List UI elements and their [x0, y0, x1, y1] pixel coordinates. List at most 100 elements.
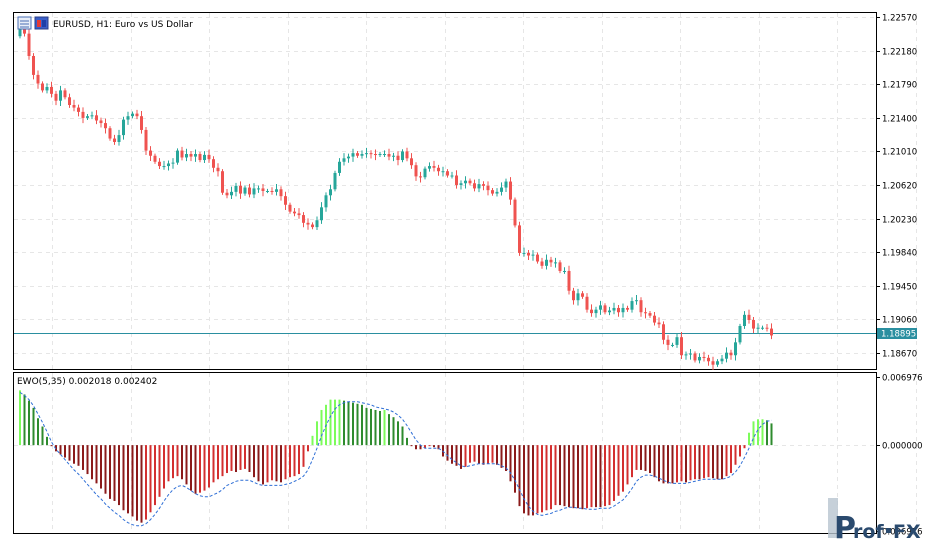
candle-body: [72, 105, 76, 108]
ewo-bar: [289, 445, 291, 478]
ewo-bar: [743, 445, 746, 449]
ewo-bar: [253, 445, 255, 478]
ewo-bar: [568, 445, 570, 508]
ewo-bar: [473, 445, 476, 462]
candle-body: [396, 155, 400, 161]
ewo-bar: [91, 445, 93, 480]
ewo-bar: [104, 445, 107, 494]
ewo-bar: [424, 445, 426, 449]
candle-body: [194, 154, 197, 157]
candle-body: [99, 120, 103, 124]
ewo-bar: [496, 445, 498, 465]
ewo-bar: [707, 445, 710, 478]
candle-body: [203, 154, 206, 161]
ewo-bar: [572, 445, 575, 509]
candle-body: [716, 361, 719, 365]
quote-list-icon[interactable]: [17, 16, 32, 30]
candle-body: [626, 307, 629, 310]
one-click-trading-icon[interactable]: [34, 16, 49, 30]
ewo-bar: [563, 445, 566, 507]
ewo-bar: [649, 445, 651, 474]
candle-body: [387, 154, 391, 157]
candle-body: [639, 300, 643, 313]
ewo-bar: [392, 417, 395, 446]
ewo-bar: [694, 445, 696, 480]
candle-body: [144, 129, 148, 151]
ewo-histogram: [19, 390, 773, 523]
candle-body: [23, 27, 26, 34]
indicator-tick-label: 0.006976: [882, 528, 923, 538]
ewo-bar: [298, 445, 300, 475]
candle-body: [198, 154, 202, 161]
candle-body: [158, 161, 161, 167]
ewo-bar: [127, 445, 129, 514]
candle-body: [509, 181, 512, 200]
candle-body: [104, 123, 107, 129]
ewo-bar: [757, 419, 759, 446]
ewo-bar: [82, 445, 84, 470]
candle-body: [581, 293, 584, 297]
ewo-bar: [158, 445, 161, 497]
ewo-bar: [190, 445, 192, 491]
candle-body: [95, 115, 98, 121]
candle-body: [180, 150, 184, 158]
price-tick-label: 1.22570: [882, 14, 917, 24]
candle-body: [270, 191, 274, 192]
candle-body: [747, 314, 751, 320]
candle-body: [500, 187, 503, 192]
proffx-watermark: P rof FX: [828, 498, 921, 546]
ewo-bar: [680, 445, 683, 482]
candle-body: [302, 215, 305, 223]
ewo-bar: [284, 445, 287, 480]
ewo-bar: [266, 445, 269, 483]
candle-body: [729, 352, 733, 356]
candle-body: [689, 353, 692, 355]
candle-body: [761, 327, 764, 329]
candle-body: [702, 356, 706, 358]
candle-body: [423, 168, 427, 178]
ewo-bar: [446, 445, 449, 461]
ewo-bar: [536, 445, 539, 514]
candle-body: [725, 352, 728, 359]
candle-body: [351, 153, 355, 157]
price-tick-label: 1.20230: [882, 216, 917, 226]
candle-body: [324, 195, 328, 208]
candle-body: [221, 171, 224, 193]
ewo-bar: [622, 445, 624, 492]
candle-body: [630, 301, 634, 310]
candle-body: [59, 90, 62, 101]
candle-body: [360, 154, 364, 156]
candle-body: [297, 213, 301, 216]
ewo-bar: [491, 445, 494, 463]
candle-body: [401, 151, 404, 161]
candle-body: [36, 74, 40, 84]
ewo-bar: [545, 445, 548, 511]
ewo-bar: [145, 445, 147, 520]
ewo-bar: [235, 445, 237, 473]
candle-body: [590, 309, 593, 314]
candle-body: [32, 55, 35, 75]
candle-body: [293, 211, 296, 214]
ewo-bar: [739, 445, 741, 457]
ewo-bar: [752, 421, 755, 446]
candle-body: [252, 188, 256, 195]
ewo-bar: [163, 445, 165, 489]
ewo-bar: [208, 445, 210, 488]
candle-body: [90, 115, 94, 117]
ewo-bar: [361, 404, 363, 446]
candle-body: [468, 180, 472, 184]
candle-body: [63, 90, 67, 98]
candle-body: [126, 116, 130, 120]
ewo-bar: [581, 445, 584, 510]
ewo-bar: [653, 445, 656, 478]
ewo-bar: [577, 445, 579, 509]
candle-body: [225, 192, 229, 196]
ewo-bar: [712, 445, 714, 479]
candle-body: [378, 154, 382, 156]
ewo-bar: [320, 409, 323, 446]
ewo-bar: [554, 445, 557, 506]
candle-body: [680, 337, 683, 356]
candle-body: [275, 189, 278, 192]
ewo-bar: [626, 445, 629, 485]
